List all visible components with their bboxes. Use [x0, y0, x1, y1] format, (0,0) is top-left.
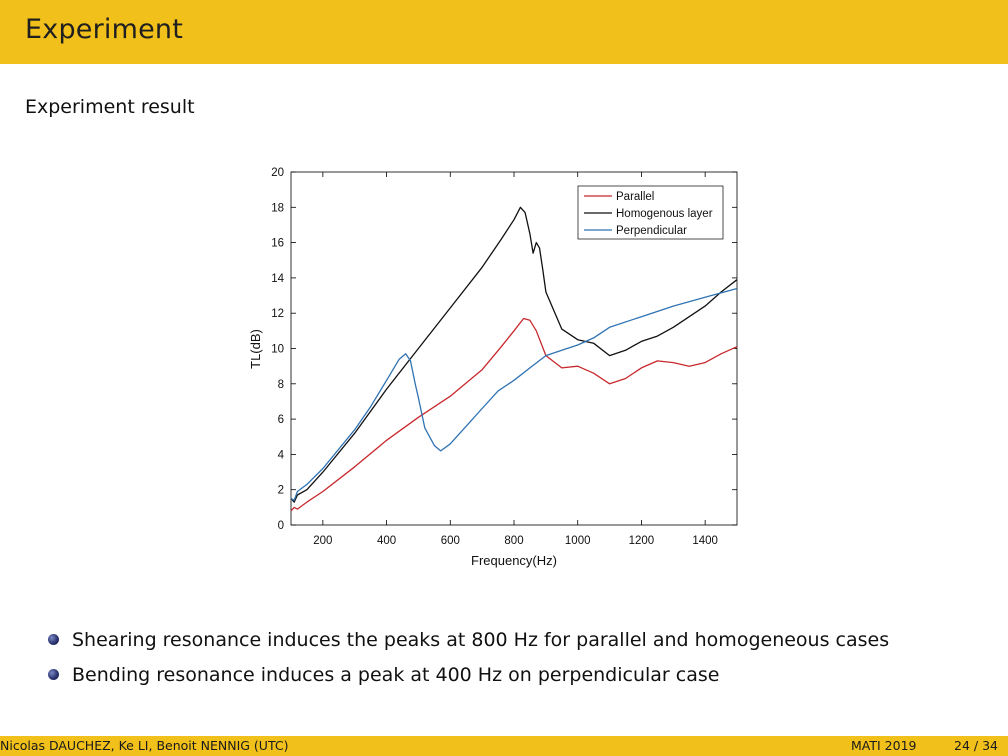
bullet-icon	[48, 634, 59, 645]
series-line-parallel	[290, 317, 738, 512]
y-tick-label: 4	[278, 449, 285, 461]
x-tick-label: 1000	[565, 535, 591, 547]
y-tick-label: 14	[271, 273, 284, 285]
y-tick-label: 6	[278, 414, 284, 426]
x-tick-label: 800	[504, 535, 523, 547]
x-tick-label: 400	[377, 535, 396, 547]
header-bar: Experiment	[0, 0, 1008, 64]
x-tick-label: 1200	[629, 535, 655, 547]
legend-label-parallel: Parallel	[616, 191, 654, 203]
y-tick-label: 12	[271, 308, 284, 320]
series-line-perpendicular	[290, 287, 738, 501]
footer-page-number: 24 / 34	[954, 738, 998, 753]
y-axis-ticks: 0 2 4 6 8 10 12 14 16 18 20	[271, 167, 737, 532]
legend-label-homogenous: Homogenous layer	[616, 208, 713, 220]
y-tick-label: 16	[271, 238, 284, 250]
y-tick-label: 10	[271, 344, 284, 356]
slide-title: Experiment	[25, 14, 184, 45]
x-tick-label: 600	[441, 535, 460, 547]
bullet-item: Shearing resonance induces the peaks at …	[48, 624, 889, 659]
bullet-icon	[48, 669, 59, 680]
footer-bar: Nicolas DAUCHEZ, Ke LI, Benoit NENNIG (U…	[0, 736, 1008, 756]
x-axis-ticks: 200 400 600 800 1000 1200 1400	[313, 172, 718, 547]
y-axis-label: TL(dB)	[248, 329, 263, 369]
series-lines	[290, 206, 738, 512]
tl-frequency-chart: 200 400 600 800 1000 1200 1400 0 2 4 6 8 10 12 14 16 18…	[248, 167, 738, 568]
series-line-homogenous	[290, 206, 738, 503]
bullet-text: Shearing resonance induces the peaks at …	[72, 629, 890, 651]
x-tick-label: 1400	[692, 535, 718, 547]
bullet-list: Shearing resonance induces the peaks at …	[48, 624, 889, 694]
y-tick-label: 2	[278, 485, 284, 497]
y-tick-label: 0	[278, 520, 284, 532]
footer-conference: MATI 2019	[851, 738, 917, 753]
legend: Parallel Homogenous layer Perpendicular	[577, 185, 724, 240]
bullet-item: Bending resonance induces a peak at 400 …	[48, 659, 889, 694]
x-tick-label: 200	[313, 535, 332, 547]
x-axis-label: Frequency(Hz)	[471, 553, 557, 568]
y-tick-label: 8	[278, 379, 284, 391]
y-tick-label: 20	[271, 167, 284, 179]
footer-authors: Nicolas DAUCHEZ, Ke LI, Benoit NENNIG (U…	[0, 738, 289, 753]
legend-label-perpendicular: Perpendicular	[616, 225, 687, 237]
slide-subtitle: Experiment result	[25, 96, 195, 118]
bullet-text: Bending resonance induces a peak at 400 …	[72, 664, 720, 686]
y-tick-label: 18	[271, 202, 284, 214]
